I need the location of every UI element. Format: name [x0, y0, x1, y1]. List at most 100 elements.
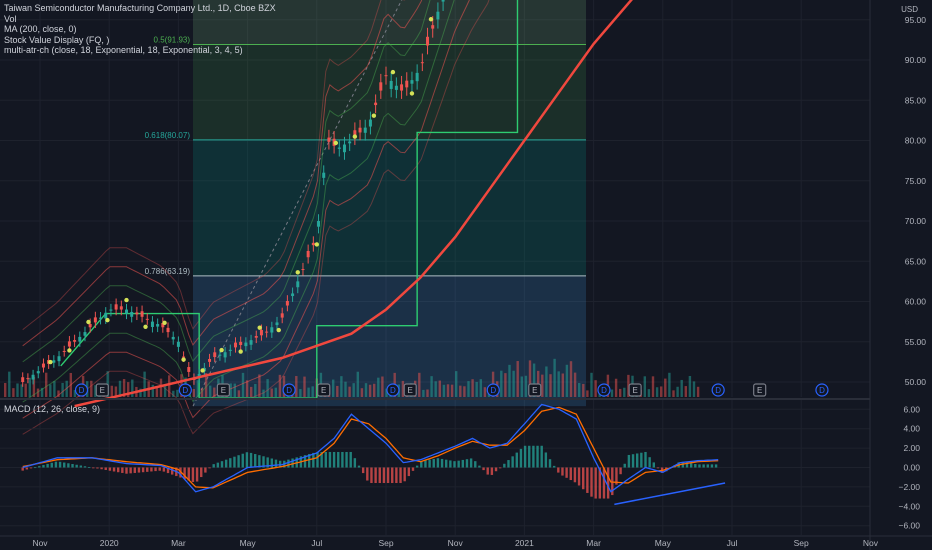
candle-body [431, 25, 435, 29]
macd-histogram-bar [611, 467, 614, 496]
macd-histogram-bar [544, 452, 548, 468]
macd-histogram-bar [706, 464, 709, 468]
macd-histogram-bar [63, 462, 66, 468]
dividend-marker-label: D [819, 386, 825, 395]
price-axis-label: 70.00 [905, 216, 927, 226]
candle-body [358, 127, 362, 133]
volume-bar [8, 371, 11, 397]
legend-stock-value: Stock Value Display (FQ, ) [4, 34, 110, 45]
volume-bar [213, 387, 216, 397]
candle-body [259, 329, 263, 336]
macd-histogram-bar [241, 453, 244, 468]
candle-body [161, 322, 165, 328]
time-axis-label: Nov [448, 538, 464, 548]
volume-bar [455, 371, 458, 397]
macd-histogram-bar [565, 467, 568, 478]
fib-zone [193, 44, 586, 140]
candle-body [415, 72, 419, 82]
macd-histogram-bar [233, 456, 236, 468]
macd-histogram-bar [498, 467, 502, 469]
macd-histogram-bar [702, 464, 705, 468]
volume-bar [209, 385, 212, 397]
fib-zone [193, 139, 586, 276]
volume-bar [12, 388, 15, 397]
volume-bar [40, 387, 44, 397]
macd-axis-label: 2.00 [903, 443, 920, 453]
volume-bar [668, 372, 671, 397]
time-axis-label: May [240, 538, 257, 548]
macd-histogram-bar [71, 464, 74, 468]
macd-histogram-bar [237, 455, 240, 468]
macd-histogram-bar [121, 467, 124, 473]
macd-histogram-bar [337, 451, 340, 468]
macd-histogram-bar [42, 465, 45, 468]
signal-dot [238, 349, 243, 354]
volume-bar [155, 386, 159, 397]
time-axis-label: Mar [586, 538, 601, 548]
macd-histogram-bar [166, 467, 170, 474]
volume-bar [127, 382, 130, 397]
legend-ma: MA (200, close, 0) [4, 24, 77, 34]
candle-body [119, 306, 123, 310]
macd-label: MACD (12, 26, close, 9) [4, 404, 101, 414]
macd-histogram-bar [341, 451, 344, 468]
macd-axis-label: −4.00 [898, 501, 920, 511]
candle-body [99, 317, 103, 319]
signal-dot [352, 134, 358, 139]
volume-bar [299, 389, 302, 397]
macd-axis-label: 4.00 [903, 424, 920, 434]
volume-bar [348, 386, 351, 397]
macd-histogram-bar [432, 458, 435, 468]
volume-bar [151, 384, 154, 397]
volume-bar [114, 386, 118, 397]
macd-histogram-bar [245, 452, 249, 468]
candle-body [337, 147, 341, 149]
macd-histogram-bar [619, 467, 622, 475]
volume-bar [139, 388, 142, 397]
macd-histogram-bar [67, 463, 70, 468]
macd-histogram-bar [158, 467, 161, 471]
macd-histogram-bar [100, 467, 103, 470]
volume-bar [73, 390, 77, 397]
candle-body [176, 341, 180, 347]
macd-histogram-bar [507, 460, 510, 468]
volume-bar [307, 387, 310, 397]
candle-body [244, 342, 248, 347]
macd-histogram-bar [92, 467, 95, 469]
volume-bar [520, 376, 523, 397]
macd-histogram-bar [195, 467, 199, 482]
fib-level-label: 0.618(80.07) [145, 131, 191, 140]
macd-histogram-bar [345, 451, 348, 468]
volume-bar [459, 385, 462, 397]
time-axis-label: May [655, 538, 672, 548]
candle-body [135, 312, 139, 315]
time-axis-label: Jul [727, 538, 738, 548]
macd-histogram-bar [440, 458, 444, 468]
fib-level-label: 0.786(63.19) [145, 267, 191, 276]
volume-bar [204, 372, 208, 397]
macd-histogram-bar [403, 467, 406, 482]
volume-bar [122, 379, 126, 397]
signal-dot [333, 140, 339, 146]
macd-histogram-bar [561, 467, 564, 476]
candle-body [150, 321, 154, 327]
candle-body [342, 144, 346, 153]
macd-histogram-bar [29, 467, 33, 469]
volume-bar [553, 358, 556, 397]
macd-histogram-bar [141, 467, 145, 473]
dividend-marker-label: D [390, 386, 396, 395]
candle-body [125, 309, 128, 314]
volume-bar [110, 385, 113, 397]
macd-histogram-bar [137, 467, 141, 473]
macd-histogram-bar [590, 467, 593, 497]
volume-bar [504, 373, 507, 397]
volume-bar [61, 382, 64, 397]
volume-bar [619, 388, 622, 397]
macd-histogram-bar [631, 454, 635, 468]
price-axis-bg [870, 0, 932, 550]
dividend-marker-label: D [490, 386, 496, 395]
macd-histogram-bar [104, 467, 107, 470]
